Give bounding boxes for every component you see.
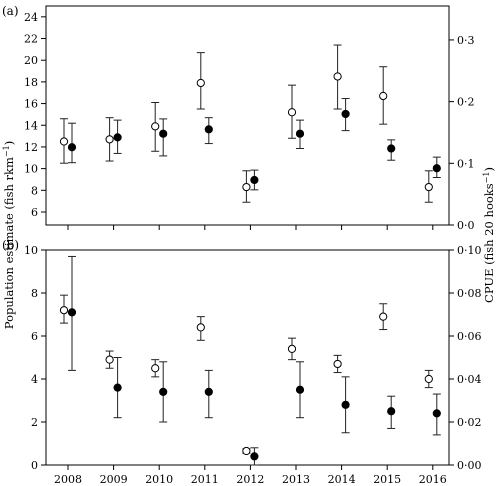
- panel-a-left-tick-label: 16: [24, 98, 38, 111]
- panel-a-open-point: [151, 122, 160, 131]
- panel-a-open-point: [287, 108, 297, 117]
- panel-b-right-tick-label: 0·00: [457, 459, 482, 472]
- panel-b-x-tick-label: 2013: [282, 473, 310, 486]
- panel-a-filled-point: [67, 143, 77, 152]
- panel-b-left-tick-label: 6: [31, 330, 38, 343]
- panel-b-right-tick-label: 0·02: [457, 416, 482, 429]
- panel-a-left-tick-label: 20: [24, 54, 38, 67]
- panel-b-x-tick-label: 2010: [145, 473, 173, 486]
- left-axis-title: Population estimate (fish rkm−1): [2, 141, 16, 329]
- panel-b-filled-point: [250, 452, 259, 461]
- panel-a-open-point: [59, 137, 69, 146]
- panel-b-filled-point: [159, 387, 168, 396]
- panel-b-left-tick-label: 0: [31, 459, 38, 472]
- panel-b-x-tick-label: 2014: [328, 473, 356, 486]
- panel-b-open-point: [287, 344, 297, 353]
- panel-a-open-point: [379, 91, 388, 101]
- panel-b-open-point: [424, 374, 433, 384]
- panel-a-filled-point: [341, 109, 350, 119]
- panel-a-left-tick-label: 12: [24, 141, 38, 154]
- right-axis-title-sup: −1: [482, 172, 491, 184]
- panel-a-frame: [45, 5, 450, 226]
- right-axis-title-close: ): [482, 167, 496, 172]
- panel-b-x-tick-label: 2016: [419, 473, 447, 486]
- panel-a-left-tick-label: 14: [24, 119, 38, 132]
- panel-b-left-tick-label: 2: [31, 416, 38, 429]
- panel-a-right-tick-label: 0·3: [457, 34, 475, 47]
- panel-b-right-tick-label: 0·08: [457, 287, 482, 300]
- panel-a-left-tick-label: 18: [24, 76, 38, 89]
- panel-b-open-point: [242, 446, 251, 456]
- panel-b-x-tick-label: 2009: [100, 473, 128, 486]
- panel-a-label: (a): [2, 4, 19, 18]
- panel-a-filled-point: [387, 144, 396, 153]
- panel-a-right-tick-label: 0·1: [457, 157, 475, 170]
- panel-b-left-tick-label: 10: [24, 244, 38, 257]
- panel-b-open-point: [196, 323, 205, 332]
- panel-b-filled-point: [387, 407, 396, 416]
- panel-b-filled-point: [341, 400, 350, 409]
- panel-b-open-point: [105, 355, 114, 364]
- panel-b-right-tick-label: 0·10: [457, 244, 482, 257]
- right-axis-title: CPUE (fish 20 hooks−1): [482, 167, 496, 303]
- panel-a-open-point: [424, 182, 433, 192]
- panel-a-filled-point: [432, 164, 441, 173]
- panel-a-filled-point: [113, 133, 122, 142]
- right-axis-title-main: CPUE (fish 20 hooks: [482, 183, 496, 303]
- panel-b-filled-point: [432, 409, 441, 418]
- panel-b-open-point: [379, 312, 388, 321]
- left-axis-title-main: Population estimate (fish rkm: [2, 157, 16, 329]
- left-axis-title-close: ): [2, 141, 16, 146]
- panel-b-filled-point: [295, 385, 305, 394]
- panel-a-open-point: [333, 72, 342, 81]
- panel-b-x-tick-label: 2015: [373, 473, 401, 486]
- panel-b-x-tick-label: 2012: [236, 473, 264, 486]
- panel-a-open-point: [196, 78, 205, 88]
- panel-b-left-tick-label: 8: [31, 287, 38, 300]
- panel-b-filled-point: [67, 308, 77, 317]
- panel-b-right-tick-label: 0·04: [457, 373, 482, 386]
- panel-b-open-point: [59, 306, 69, 315]
- panel-b-filled-point: [204, 387, 213, 396]
- panel-a-right-tick-label: 0·0: [457, 219, 475, 232]
- panel-b-right-tick-label: 0·06: [457, 330, 482, 343]
- panel-b-left-tick-label: 4: [31, 373, 38, 386]
- panel-a-left-tick-label: 6: [31, 206, 38, 219]
- panel-b-frame: [45, 249, 450, 466]
- panel-b-open-point: [151, 364, 160, 373]
- panel-b-label: (b): [2, 238, 19, 252]
- panel-a-filled-point: [204, 125, 213, 134]
- panel-a-filled-point: [295, 129, 305, 138]
- panel-a-open-point: [242, 182, 251, 192]
- panel-b-x-tick-label: 2008: [54, 473, 82, 486]
- chart-marks: 6810121416182022240·00·10·20·302468100·0…: [24, 11, 482, 486]
- panel-b-x-tick-label: 2011: [191, 473, 219, 486]
- panel-a-left-tick-label: 8: [31, 184, 38, 197]
- panel-a-filled-point: [250, 175, 259, 185]
- panel-a-left-tick-label: 24: [24, 11, 38, 24]
- panel-b-open-point: [333, 359, 342, 369]
- panel-a-left-tick-label: 22: [24, 33, 38, 46]
- panel-a-filled-point: [159, 129, 168, 138]
- left-axis-title-sup: −1: [2, 145, 11, 157]
- panel-a-open-point: [105, 135, 114, 144]
- panel-a-left-tick-label: 10: [24, 163, 38, 176]
- panel-b-filled-point: [113, 383, 122, 392]
- panel-a-right-tick-label: 0·2: [457, 96, 475, 109]
